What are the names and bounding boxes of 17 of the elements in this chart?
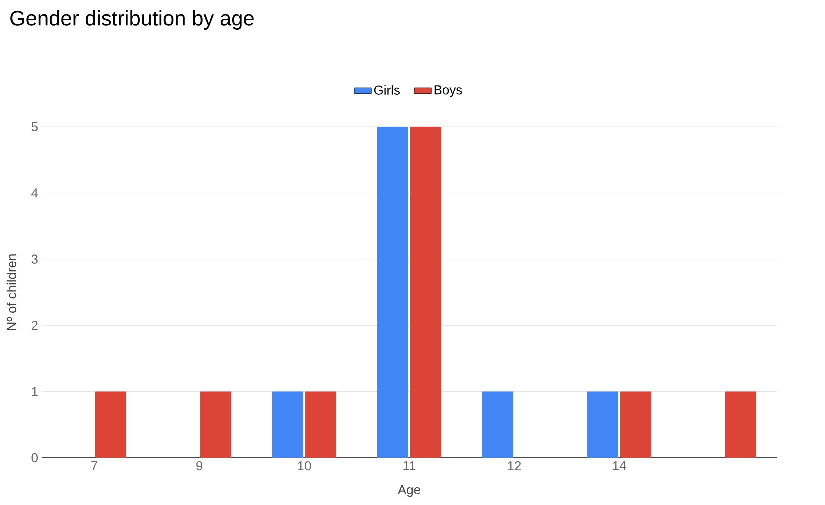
y-tick-label: 2 bbox=[32, 321, 38, 330]
y-tick-label: 3 bbox=[32, 254, 38, 264]
legend-label: Girls bbox=[374, 85, 400, 95]
chart-title: Gender distribution by age bbox=[10, 10, 254, 30]
y-tick-label: 0 bbox=[32, 453, 38, 463]
x-tick-label: 11 bbox=[404, 462, 416, 470]
x-tick-label: 12 bbox=[508, 462, 522, 471]
x-tick-label: 9 bbox=[196, 462, 202, 471]
y-tick-label: 1 bbox=[32, 387, 38, 396]
x-tick-label: 10 bbox=[298, 462, 312, 471]
y-axis-title: Nº of children bbox=[6, 254, 16, 330]
x-tick-label: 7 bbox=[92, 462, 98, 470]
y-tick-label: 5 bbox=[32, 122, 38, 132]
y-tick-label: 4 bbox=[32, 188, 38, 198]
x-axis-title: Age bbox=[398, 486, 420, 498]
x-tick-label: 14 bbox=[613, 462, 626, 470]
legend-label: Boys bbox=[434, 86, 462, 98]
